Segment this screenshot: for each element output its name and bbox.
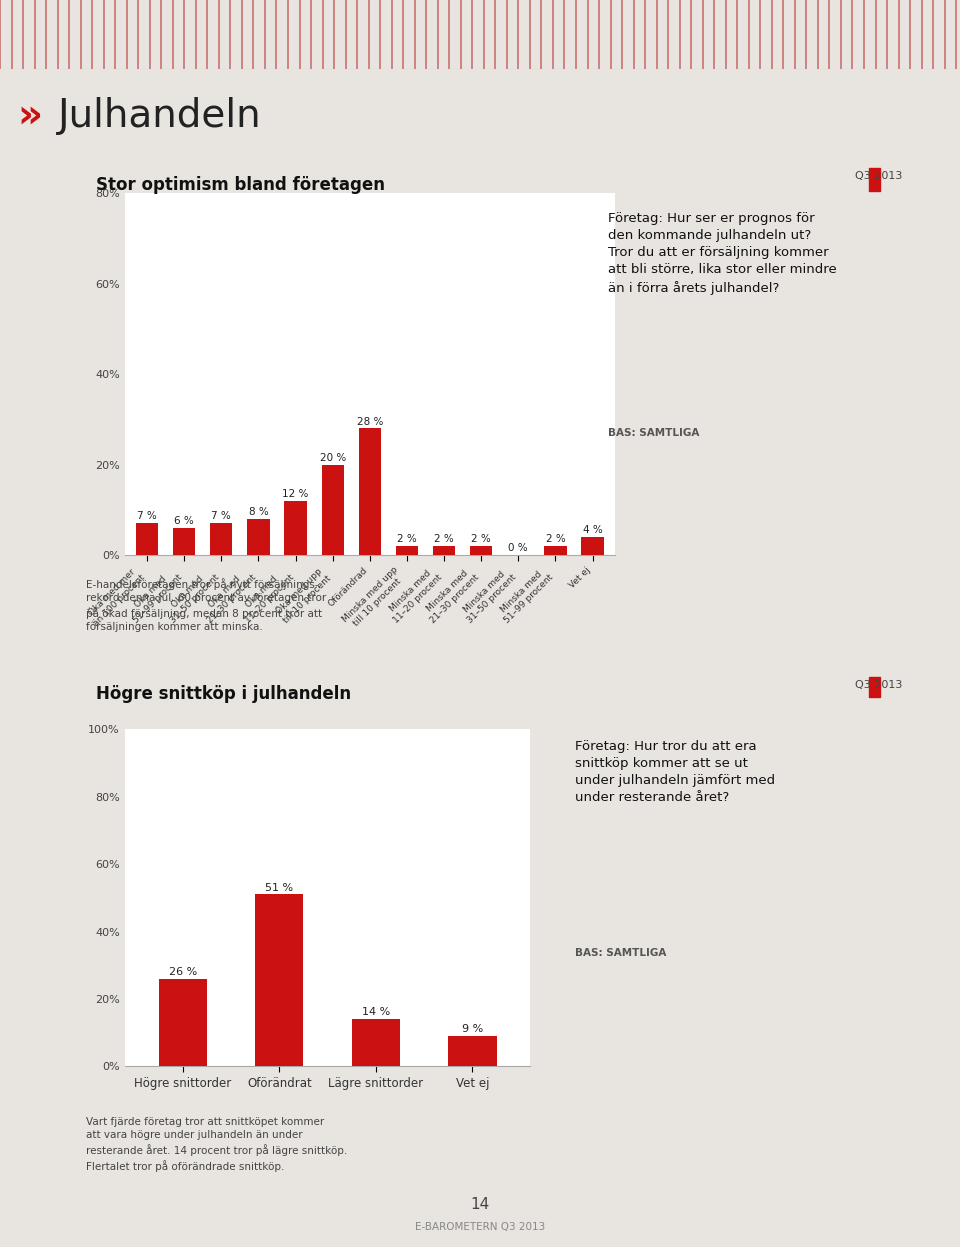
Text: 0 %: 0 % bbox=[509, 544, 528, 554]
Text: 14 %: 14 % bbox=[362, 1008, 390, 1018]
Text: Julhandeln: Julhandeln bbox=[58, 97, 261, 135]
Text: 9 %: 9 % bbox=[462, 1024, 483, 1034]
Bar bbox=[396, 546, 418, 555]
Text: »: » bbox=[17, 97, 42, 135]
Text: 4 %: 4 % bbox=[583, 525, 602, 535]
Text: 2 %: 2 % bbox=[397, 534, 417, 544]
Text: 14: 14 bbox=[470, 1197, 490, 1212]
Text: 2 %: 2 % bbox=[434, 534, 454, 544]
Bar bbox=[448, 1036, 496, 1066]
Bar bbox=[255, 894, 303, 1066]
Bar bbox=[470, 546, 492, 555]
Bar bbox=[359, 429, 381, 555]
Text: Högre snittköp i julhandeln: Högre snittköp i julhandeln bbox=[96, 685, 351, 702]
Text: Q3 2013: Q3 2013 bbox=[855, 171, 902, 181]
Text: 8 %: 8 % bbox=[249, 508, 268, 518]
Bar bbox=[210, 524, 232, 555]
Text: 20 %: 20 % bbox=[320, 453, 346, 463]
Text: Företag: Hur ser er prognos för
den kommande julhandeln ut?
Tror du att er försä: Företag: Hur ser er prognos för den komm… bbox=[609, 212, 837, 294]
Text: E-BAROMETERN Q3 2013: E-BAROMETERN Q3 2013 bbox=[415, 1222, 545, 1232]
Text: E-handelsföretagen tror på nytt försäljnings-
rekord denna jul. 60 procent av fö: E-handelsföretagen tror på nytt försäljn… bbox=[86, 579, 326, 632]
Text: 51 %: 51 % bbox=[265, 883, 294, 893]
Text: 26 %: 26 % bbox=[169, 966, 197, 976]
Bar bbox=[173, 527, 195, 555]
Text: 2 %: 2 % bbox=[471, 534, 491, 544]
Text: 2 %: 2 % bbox=[545, 534, 565, 544]
Bar bbox=[136, 524, 158, 555]
Text: 7 %: 7 % bbox=[211, 511, 231, 521]
Text: Vart fjärde företag tror att snittköpet kommer
att vara högre under julhandeln ä: Vart fjärde företag tror att snittköpet … bbox=[86, 1117, 348, 1172]
Text: 28 %: 28 % bbox=[356, 416, 383, 426]
Bar bbox=[582, 537, 604, 555]
Text: Q3 2013: Q3 2013 bbox=[855, 680, 902, 690]
Text: 6 %: 6 % bbox=[175, 516, 194, 526]
Text: BAS: SAMTLIGA: BAS: SAMTLIGA bbox=[609, 428, 700, 438]
Bar bbox=[284, 501, 306, 555]
Text: 7 %: 7 % bbox=[137, 511, 156, 521]
Text: 12 %: 12 % bbox=[282, 489, 309, 499]
Bar bbox=[158, 979, 206, 1066]
Bar bbox=[248, 519, 270, 555]
Text: BAS: SAMTLIGA: BAS: SAMTLIGA bbox=[575, 948, 667, 958]
Bar bbox=[544, 546, 566, 555]
Bar bbox=[322, 465, 344, 555]
Bar bbox=[351, 1019, 400, 1066]
Text: Stor optimism bland företagen: Stor optimism bland företagen bbox=[96, 176, 385, 193]
Text: Företag: Hur tror du att era
snittköp kommer att se ut
under julhandeln jämfört : Företag: Hur tror du att era snittköp ko… bbox=[575, 739, 776, 803]
Bar bbox=[433, 546, 455, 555]
